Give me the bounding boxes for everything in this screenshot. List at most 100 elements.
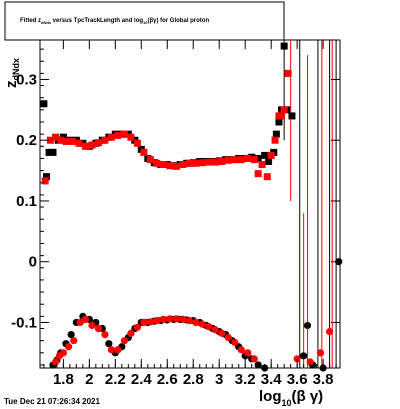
y-tick-label-4: 0.3 — [16, 71, 37, 88]
y-tick-label-0: -0.1 — [11, 314, 37, 331]
series-1-point-11 — [107, 133, 115, 141]
series-1-point-34 — [254, 170, 262, 178]
series-3-point-31 — [244, 349, 252, 357]
y-tick-label-2: 0.1 — [16, 193, 37, 210]
x-tick-label-5: 2.8 — [183, 371, 204, 388]
series-1-point-41 — [280, 106, 288, 114]
series-1-point-6 — [75, 139, 83, 147]
series-1-point-33 — [250, 156, 258, 164]
x-tick-label-1: 2 — [85, 371, 93, 388]
series-3-point-28 — [224, 334, 232, 342]
series-1-point-29 — [224, 156, 232, 164]
series-2-point-4 — [67, 330, 75, 339]
x-tick-label-10: 3.8 — [313, 371, 334, 388]
series-0-point-35 — [254, 154, 262, 162]
series-3-point-25 — [205, 323, 213, 331]
series-1-point-30 — [231, 156, 239, 164]
series-0-point-36 — [261, 151, 269, 159]
series-1-point-22 — [179, 161, 187, 169]
series-1-point-37 — [267, 151, 275, 159]
series-3-point-29 — [231, 338, 239, 347]
series-0-point-44 — [288, 112, 296, 120]
series-1-point-14 — [127, 133, 135, 141]
series-1-point-25 — [198, 159, 206, 167]
series-1-point-8 — [88, 141, 96, 149]
series-3-point-23 — [192, 318, 200, 327]
series-1-point-36 — [263, 173, 271, 181]
series-3-point-11 — [114, 346, 122, 354]
series-3-point-20 — [172, 315, 180, 323]
series-3-point-26 — [211, 326, 219, 334]
series-3-point-7 — [88, 321, 96, 330]
series-1-point-2 — [52, 133, 60, 141]
series-0-point-0 — [40, 100, 48, 108]
ticks-group: 1.8 2 2.2 2.4 2.6 2.8 3 3.2 3.4 3.6 3.8 -0.1 0 0.1 0.2… — [11, 40, 340, 388]
markers-group — [40, 42, 343, 372]
x-tick-label-6: 3 — [215, 371, 223, 388]
series-3-point-35 — [316, 349, 325, 357]
series-1-point-3 — [57, 136, 65, 144]
series-3-point-27 — [218, 329, 226, 337]
series-3-point-3 — [64, 343, 73, 351]
series-0-point-40 — [275, 118, 283, 126]
title-box — [4, 1, 285, 41]
series-0-point-37 — [265, 157, 273, 165]
series-3-point-24 — [198, 320, 206, 328]
series-1-point-27 — [211, 158, 219, 166]
series-1-point-35 — [258, 161, 266, 169]
series-0-point-42 — [280, 42, 288, 50]
x-tick-label-9: 3.6 — [287, 371, 308, 388]
series-1-point-20 — [166, 162, 174, 170]
series-3-point-33 — [293, 355, 301, 363]
series-3-point-17 — [153, 317, 161, 325]
series-3-point-21 — [179, 315, 187, 324]
x-tick-label-4: 2.6 — [157, 371, 178, 388]
series-3-point-30 — [237, 346, 245, 354]
plot-frame — [39, 39, 341, 369]
series-1-point-1 — [46, 136, 54, 144]
x-axis-label: log10(β γ) — [259, 388, 323, 408]
series-1-point-7 — [81, 142, 89, 150]
series-1-point-18 — [153, 159, 161, 167]
series-1-point-19 — [159, 161, 167, 169]
series-3-point-36 — [326, 327, 334, 336]
x-tick-label-2: 2.2 — [105, 371, 126, 388]
series-1-point-4 — [62, 137, 70, 145]
series-1-point-38 — [271, 136, 279, 144]
chart-title: Fitted zdNdx versus TpcTrackLength and l… — [20, 18, 209, 25]
y-axis-label: zdNdx — [3, 58, 21, 88]
series-3-point-9 — [101, 330, 109, 339]
series-3-point-18 — [159, 315, 167, 324]
series-0-point-2 — [45, 148, 53, 156]
series-0-point-3 — [49, 148, 57, 156]
series-3-point-10 — [107, 346, 116, 354]
series-1-point-0 — [41, 177, 49, 185]
series-1-point-24 — [192, 159, 200, 167]
x-tick-label-3: 2.4 — [131, 371, 153, 388]
series-1-point-28 — [218, 157, 226, 165]
series-3-point-14 — [133, 323, 142, 331]
series-3-point-32 — [250, 355, 258, 363]
series-1-point-16 — [140, 148, 148, 156]
y-tick-label-3: 0.2 — [16, 132, 37, 149]
series-3-point-13 — [127, 329, 135, 337]
series-1-point-9 — [94, 139, 102, 147]
series-3-point-19 — [166, 315, 174, 323]
series-3-point-15 — [140, 318, 148, 327]
series-1-point-26 — [205, 158, 213, 166]
error-bars-group — [283, 40, 337, 368]
datestamp: Tue Dec 21 07:26:34 2021 — [4, 397, 100, 406]
series-1-point-5 — [68, 137, 76, 145]
series-2-point-36 — [303, 321, 312, 330]
series-1-point-40 — [278, 112, 286, 120]
series-3-point-8 — [94, 324, 103, 333]
series-3-point-12 — [120, 337, 129, 345]
series-1-point-17 — [146, 156, 154, 164]
series-0-point-39 — [272, 130, 280, 138]
x-tick-label-7: 3.2 — [235, 371, 256, 388]
series-1-point-21 — [172, 162, 180, 170]
series-1-point-31 — [237, 156, 245, 164]
series-2-point-10 — [105, 340, 113, 348]
series-1-point-12 — [114, 131, 122, 139]
